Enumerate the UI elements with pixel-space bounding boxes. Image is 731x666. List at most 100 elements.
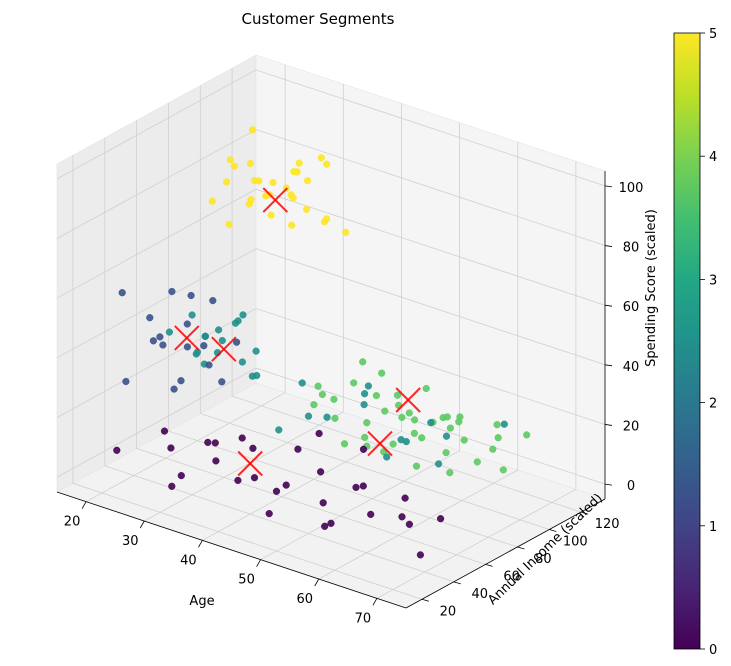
- data-point-cluster-3: [473, 458, 481, 466]
- data-point-cluster-0: [405, 520, 414, 528]
- y-tick-mark-60: [485, 564, 493, 567]
- colorbar-tick-label-1: 1: [709, 520, 717, 535]
- data-point-cluster-2: [323, 413, 331, 421]
- data-point-cluster-2: [215, 326, 223, 334]
- data-point-cluster-3: [381, 407, 389, 415]
- colorbar-tick-label-3: 3: [709, 273, 717, 288]
- data-point-cluster-3: [442, 449, 450, 457]
- data-point-cluster-2: [218, 337, 226, 345]
- data-point-cluster-5: [289, 194, 297, 202]
- data-point-cluster-3: [412, 462, 421, 470]
- data-point-cluster-4: [398, 413, 406, 422]
- data-point-cluster-1: [159, 341, 167, 349]
- data-point-cluster-3: [310, 401, 318, 409]
- data-point-cluster-0: [113, 446, 121, 454]
- grid-line-z-100: [56, 69, 606, 187]
- data-point-cluster-2: [252, 347, 260, 355]
- y-tick-mark-100: [549, 529, 557, 532]
- data-point-cluster-1: [183, 343, 192, 351]
- y-tick-label-20: 20: [440, 604, 457, 619]
- data-point-cluster-2: [165, 328, 174, 336]
- z-tick-mark-100: [604, 185, 613, 188]
- z-tick-mark-60: [604, 304, 613, 307]
- data-point-cluster-2: [298, 379, 306, 387]
- centroid-marker-1: [174, 325, 200, 351]
- data-point-cluster-0: [401, 494, 409, 502]
- data-point-cluster-5: [342, 228, 350, 236]
- grid-line-x-20: [85, 64, 286, 503]
- data-point-cluster-2: [500, 420, 508, 428]
- centroid-stroke: [262, 187, 288, 213]
- grid-line-y-40: [104, 137, 454, 583]
- z-tick-mark-0: [604, 483, 613, 486]
- z-tick-label-20: 20: [623, 419, 640, 434]
- data-point-cluster-5: [230, 162, 239, 170]
- data-point-cluster-0: [359, 482, 367, 490]
- data-point-cluster-5: [290, 168, 298, 176]
- x-tick-mark-50: [256, 559, 261, 567]
- data-point-cluster-5: [225, 220, 233, 229]
- data-point-cluster-3: [446, 424, 455, 432]
- data-point-cluster-2: [248, 372, 257, 380]
- data-point-cluster-3: [331, 414, 339, 422]
- data-point-cluster-4: [350, 379, 358, 387]
- data-point-cluster-4: [422, 384, 430, 393]
- grid-line-y-20: [72, 155, 423, 600]
- z-tick-label-0: 0: [627, 479, 635, 494]
- data-point-cluster-4: [460, 436, 468, 444]
- centroid-stroke: [211, 336, 237, 362]
- z-tick-mark-80: [604, 245, 613, 247]
- grid-line-y-80: [167, 103, 518, 548]
- grid-line-y-100: [199, 85, 550, 530]
- y-tick-label-100: 100: [563, 535, 588, 550]
- data-point-cluster-4: [494, 434, 502, 442]
- data-point-cluster-5: [255, 177, 263, 185]
- data-point-cluster-0: [238, 434, 246, 442]
- grid-line-x-60: [318, 142, 519, 580]
- grid-line-x-50: [260, 122, 461, 561]
- data-point-cluster-0: [294, 445, 302, 453]
- data-point-cluster-4: [455, 418, 463, 426]
- x-tick-mark-70: [372, 598, 378, 606]
- y-tick-mark-40: [453, 581, 461, 585]
- data-point-cluster-0: [160, 427, 169, 435]
- data-point-cluster-1: [187, 291, 195, 300]
- data-point-cluster-0: [352, 483, 360, 492]
- data-point-cluster-0: [272, 487, 281, 495]
- data-point-cluster-1: [177, 377, 185, 385]
- data-point-cluster-5: [267, 211, 275, 219]
- data-point-cluster-0: [249, 444, 257, 452]
- data-point-cluster-4: [405, 409, 413, 417]
- data-point-cluster-0: [437, 515, 445, 523]
- data-point-cluster-1: [156, 333, 164, 341]
- y-tick-mark-20: [421, 598, 430, 602]
- data-point-cluster-0: [250, 474, 259, 482]
- data-point-cluster-2: [383, 453, 391, 461]
- data-point-cluster-0: [167, 444, 175, 452]
- data-point-cluster-3: [418, 434, 426, 442]
- data-point-cluster-2: [435, 460, 443, 468]
- colorbar-tick-label-4: 4: [709, 150, 717, 165]
- data-point-cluster-1: [209, 297, 217, 305]
- data-point-cluster-5: [317, 154, 325, 162]
- data-point-cluster-0: [282, 481, 290, 489]
- data-point-cluster-0: [204, 438, 212, 447]
- data-point-cluster-3: [330, 395, 338, 403]
- data-point-cluster-3: [389, 440, 397, 448]
- colorbar-tick-label-2: 2: [709, 397, 717, 412]
- grid-lines: [56, 64, 606, 600]
- y-tick-label-120: 120: [595, 517, 620, 532]
- grid-line-z-40: [56, 248, 606, 366]
- grid-line-x-30: [144, 84, 344, 522]
- z-tick-label-60: 60: [623, 300, 640, 315]
- x-tick-mark-40: [198, 540, 203, 548]
- centroid-marker-3: [367, 430, 393, 457]
- data-point-cluster-0: [168, 482, 176, 490]
- data-point-cluster-4: [359, 358, 367, 366]
- data-point-cluster-0: [317, 468, 325, 476]
- data-point-cluster-4: [493, 421, 501, 429]
- grid-line-x-40: [202, 103, 402, 541]
- z-tick-mark-40: [604, 364, 613, 367]
- z-tick-label-40: 40: [623, 360, 640, 375]
- data-point-cluster-0: [327, 519, 335, 527]
